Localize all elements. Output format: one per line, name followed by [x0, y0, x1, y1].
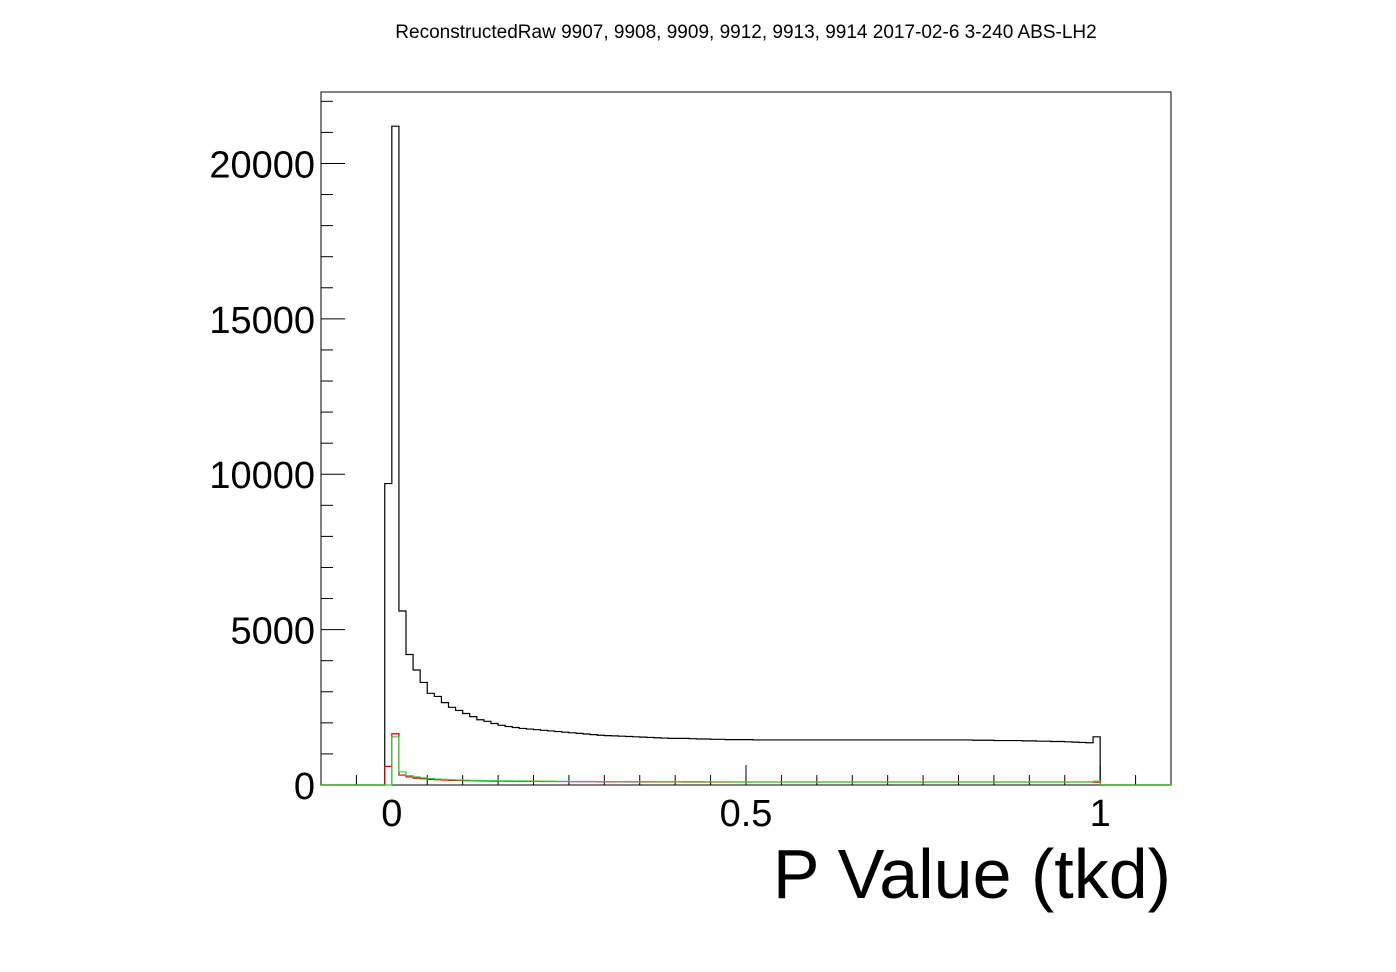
x-axis-labels: 0 0.5 1: [381, 793, 1110, 835]
x-axis-ticks: [320, 765, 1137, 785]
y-axis-labels: 0 5000 10000 15000 20000: [209, 144, 315, 808]
x-tick-label: 0.5: [720, 793, 773, 835]
x-tick-label: 1: [1090, 793, 1111, 835]
histogram-series-3: [321, 736, 1171, 786]
histogram-series-1: [321, 125, 1171, 786]
plot-frame: [320, 91, 1172, 786]
series-layer: [321, 125, 1171, 786]
x-tick-label: 0: [381, 793, 402, 835]
x-axis-title: P Value (tkd): [773, 835, 1171, 913]
y-tick-label: 10000: [209, 455, 315, 497]
y-tick-label: 20000: [209, 144, 315, 186]
y-tick-label: 0: [294, 766, 315, 808]
y-axis-ticks: [321, 100, 345, 786]
chart-title: ReconstructedRaw 9907, 9908, 9909, 9912,…: [395, 22, 1096, 43]
y-tick-label: 5000: [230, 611, 315, 653]
y-tick-label: 15000: [209, 300, 315, 342]
